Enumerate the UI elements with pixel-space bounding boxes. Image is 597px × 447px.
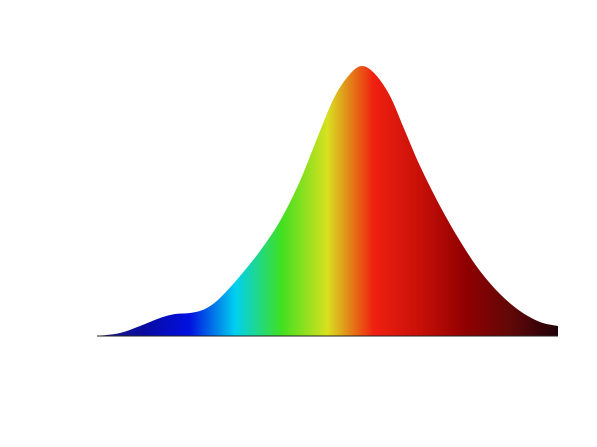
density-area xyxy=(97,66,558,336)
